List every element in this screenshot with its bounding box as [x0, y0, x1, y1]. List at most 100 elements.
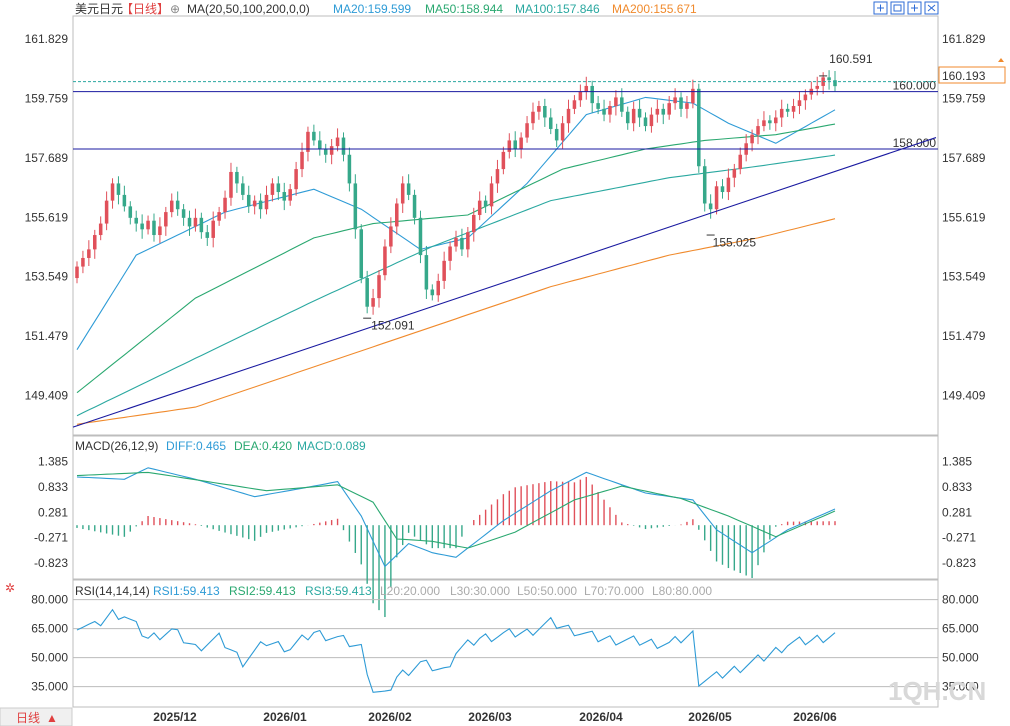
candle-body — [169, 200, 174, 213]
fit-icon[interactable] — [873, 1, 888, 15]
macd-value-label: MACD:0.089 — [297, 439, 366, 453]
x-tick-label: 2026/01 — [263, 710, 307, 724]
candle-body — [785, 108, 790, 112]
candle-body — [726, 177, 731, 193]
symbol-label: 美元日元 — [75, 2, 123, 16]
candle-body — [448, 246, 452, 261]
candle-body — [294, 169, 298, 190]
candle-body — [566, 108, 571, 124]
candle-body — [347, 154, 352, 184]
period-button-label[interactable]: 日线 — [16, 711, 40, 725]
candle-body — [833, 80, 837, 87]
candle-body — [181, 209, 186, 218]
rsi-y-tick-right: 50.000 — [942, 651, 979, 665]
y-tick-right: 155.619 — [942, 210, 986, 224]
candle-body — [691, 88, 695, 104]
candle-body — [554, 128, 559, 141]
rsi-y-tick-left: 80.000 — [31, 593, 68, 607]
fullscreen-icon[interactable] — [890, 1, 905, 15]
candle-body — [720, 186, 725, 193]
candle-body — [708, 203, 713, 210]
candle-body — [134, 217, 138, 224]
x-tick-label: 2026/05 — [688, 710, 732, 724]
candle-body — [525, 123, 529, 138]
candle-body — [519, 137, 523, 150]
candle-body — [620, 97, 624, 112]
candle-body — [270, 183, 275, 195]
candle-body — [122, 194, 127, 207]
price-annotations: 160.591 152.091 155.025 — [363, 52, 873, 333]
candle-body — [158, 226, 162, 236]
horizontal-line-label: 160.000 — [893, 79, 937, 93]
candle-body — [371, 298, 375, 307]
rsi-y-tick-right: 35.000 — [942, 680, 979, 694]
grid-icon[interactable] — [907, 1, 922, 15]
candle-body — [560, 123, 565, 141]
candle-body — [507, 140, 512, 152]
settings-icon[interactable]: ✲ — [5, 581, 15, 595]
macd-diff-line — [76, 467, 836, 568]
rsi-l30: L30:30.000 — [450, 584, 510, 598]
y-tick-right: 157.689 — [942, 151, 986, 165]
candle-body — [548, 117, 553, 129]
candle-body — [643, 117, 648, 127]
candle-body — [300, 151, 304, 170]
candle-body — [395, 203, 399, 227]
candle-body — [199, 217, 204, 233]
candle-body — [81, 257, 85, 267]
candle-body — [596, 103, 600, 109]
macd-y-tick-right: -0.823 — [942, 556, 976, 570]
macd-diff-label: DIFF:0.465 — [166, 439, 226, 453]
ma-label: MA(20,50,100,200,0,0) — [187, 2, 310, 16]
low2-label: 155.025 — [713, 236, 757, 250]
candle-body — [282, 192, 287, 201]
candle-body — [774, 117, 778, 124]
ma-line-ma100 — [76, 154, 836, 417]
candle-body — [288, 189, 292, 201]
y-tick-left: 153.549 — [25, 270, 69, 284]
rsi-l80: L80:80.000 — [652, 584, 712, 598]
candle-body — [815, 85, 819, 89]
candle-body — [495, 169, 500, 184]
candle-body — [98, 223, 103, 236]
y-tick-right: 159.759 — [942, 92, 986, 106]
rsi-y-tick-left: 35.000 — [31, 680, 68, 694]
candle-body — [779, 108, 784, 118]
candle-body — [400, 183, 405, 204]
candle-body — [436, 280, 440, 296]
watermark: 1QH.CN — [888, 676, 986, 706]
rsi-y-tick-left: 50.000 — [31, 651, 68, 665]
eye-icon[interactable]: ⊕ — [170, 2, 180, 16]
candle-body — [323, 149, 328, 155]
macd-dea-line — [76, 471, 836, 549]
rsi-label: RSI(14,14,14) — [75, 584, 150, 598]
macd-y-tick-left: 1.385 — [38, 455, 68, 469]
candle-body — [685, 103, 689, 109]
candle-body — [750, 134, 754, 144]
candle-body — [365, 278, 369, 307]
candle-body — [501, 151, 506, 170]
close-icon[interactable] — [924, 1, 939, 15]
candle-body — [578, 91, 583, 101]
rsi-l70: L70:70.000 — [584, 584, 644, 598]
candle-body — [241, 183, 245, 195]
last-price-text: 160.193 — [942, 69, 986, 83]
candle-body — [235, 171, 239, 184]
candle-body — [714, 186, 719, 210]
y-tick-left: 161.829 — [25, 32, 69, 46]
macd-y-tick-left: -0.271 — [34, 531, 68, 545]
candle-body — [762, 120, 766, 127]
ma-line-ma200 — [76, 218, 836, 425]
rsi-y-tick-right: 65.000 — [942, 622, 979, 636]
candle-body — [341, 137, 346, 155]
macd-panel: 1.385 1.385 0.833 0.833 0.281 0.281 -0.271 -0.2… — [34, 455, 976, 618]
ma100-label: MA100:157.846 — [515, 2, 600, 16]
macd-y-tick-right: -0.271 — [942, 531, 976, 545]
rsi-panel-frame — [72, 579, 939, 708]
ma-line-ma50 — [76, 123, 836, 394]
period-button[interactable]: 日线 ▲ — [0, 707, 73, 726]
candle-body — [797, 100, 802, 107]
macd-y-tick-right: 0.281 — [942, 505, 972, 519]
candle-body — [454, 237, 458, 247]
